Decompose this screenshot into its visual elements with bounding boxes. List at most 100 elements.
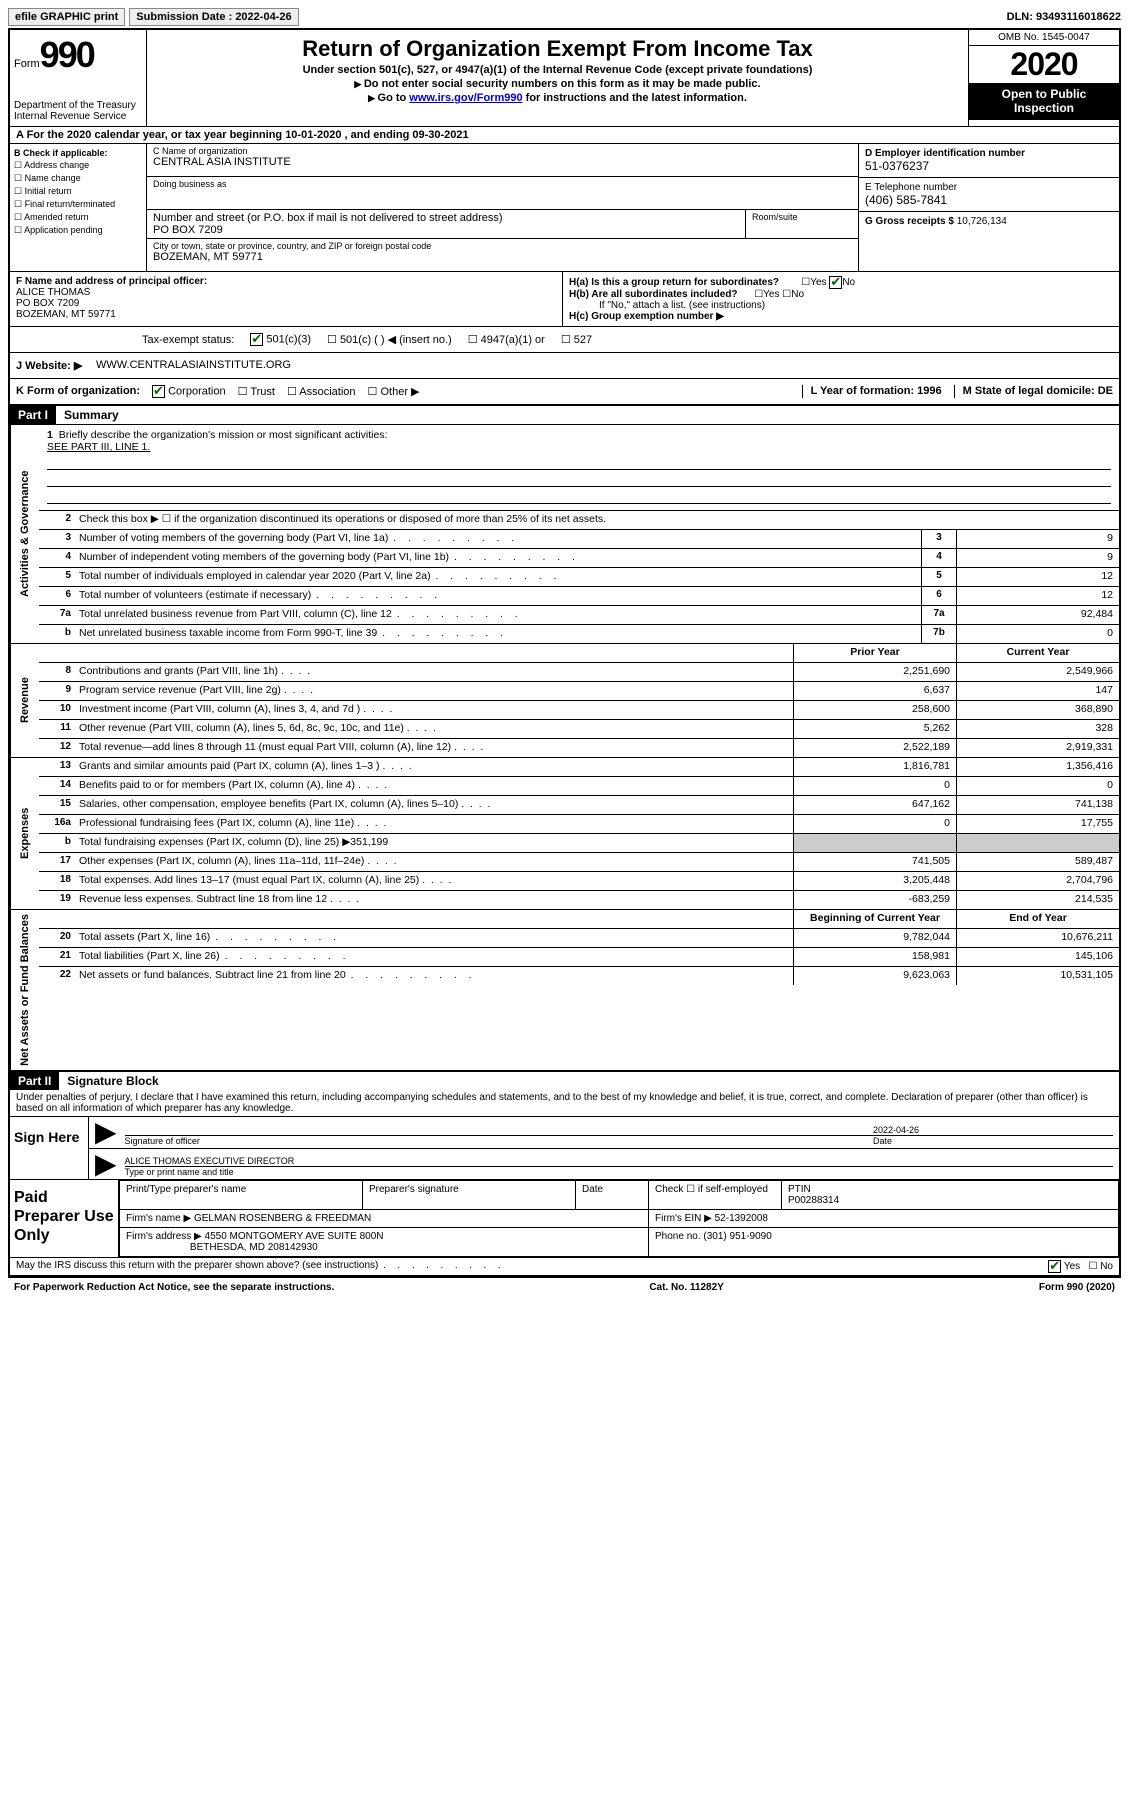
governance-line: 3Number of voting members of the governi…	[39, 530, 1119, 549]
application-pending-check[interactable]: ☐ Application pending	[14, 225, 142, 236]
firm-name-label: Firm's name ▶	[126, 1213, 191, 1224]
expense-line: 14Benefits paid to or for members (Part …	[39, 777, 1119, 796]
check-applicable-label: B Check if applicable:	[14, 148, 108, 158]
trust-label: Trust	[250, 386, 275, 398]
part2-label: Part II	[10, 1072, 59, 1090]
self-employed-check[interactable]: Check ☐ if self-employed	[649, 1180, 782, 1209]
officer-group-row: F Name and address of principal officer:…	[10, 272, 1119, 327]
revenue-line: 11Other revenue (Part VIII, column (A), …	[39, 720, 1119, 739]
tax-status-label: Tax-exempt status:	[142, 334, 234, 346]
calendar-year-row: A For the 2020 calendar year, or tax yea…	[10, 127, 1119, 144]
officer-name-label: Type or print name and title	[125, 1167, 234, 1177]
revenue-line: 12Total revenue—add lines 8 through 11 (…	[39, 739, 1119, 757]
column-c: C Name of organization CENTRAL ASIA INST…	[147, 144, 858, 271]
sig-officer-label: Signature of officer	[125, 1136, 200, 1146]
omb-number: OMB No. 1545-0047	[969, 30, 1119, 46]
website-label: J Website: ▶	[16, 359, 96, 372]
expense-line: 16aProfessional fundraising fees (Part I…	[39, 815, 1119, 834]
officer-name-value: ALICE THOMAS EXECUTIVE DIRECTOR	[125, 1156, 1113, 1167]
net-assets-line: 21Total liabilities (Part X, line 26)158…	[39, 948, 1119, 967]
other-label: Other ▶	[380, 386, 419, 398]
ha-no-check[interactable]	[829, 276, 842, 289]
name-change-check[interactable]: ☐ Name change	[14, 173, 142, 184]
assoc-label: Association	[299, 386, 355, 398]
part1-title: Summary	[56, 406, 127, 424]
officer-value: ALICE THOMAS PO BOX 7209 BOZEMAN, MT 597…	[16, 287, 556, 320]
revenue-header-row: Prior Year Current Year	[39, 644, 1119, 663]
part1-label: Part I	[10, 406, 56, 424]
governance-line: 6Total number of volunteers (estimate if…	[39, 587, 1119, 606]
efile-button[interactable]: efile GRAPHIC print	[8, 8, 125, 26]
open-to-public: Open to Public Inspection	[969, 83, 1119, 120]
form-org-row: K Form of organization: Corporation ☐ Tr…	[10, 379, 1119, 406]
name-arrow-icon: ▶	[95, 1154, 117, 1174]
city-value: BOZEMAN, MT 59771	[153, 251, 852, 263]
form990-link[interactable]: www.irs.gov/Form990	[409, 92, 522, 104]
527-label: 527	[574, 334, 592, 346]
irs-yes-check[interactable]	[1048, 1260, 1061, 1273]
form-header: Form990 Department of the Treasury Inter…	[10, 30, 1119, 127]
sign-here-label: Sign Here	[10, 1117, 89, 1179]
expenses-side-label: Expenses	[10, 758, 39, 909]
revenue-section: Revenue Prior Year Current Year 8Contrib…	[10, 644, 1119, 758]
current-year-header: Current Year	[956, 644, 1119, 662]
501c3-check[interactable]	[250, 333, 263, 346]
governance-side-label: Activities & Governance	[10, 425, 39, 643]
form-version: Form 990 (2020)	[1039, 1282, 1115, 1293]
column-b: B Check if applicable: ☐ Address change …	[10, 144, 147, 271]
governance-line: 2Check this box ▶ ☐ if the organization …	[39, 511, 1119, 530]
form-title: Return of Organization Exempt From Incom…	[155, 36, 960, 62]
address-change-check[interactable]: ☐ Address change	[14, 160, 142, 171]
firm-addr-label: Firm's address ▶	[126, 1231, 202, 1242]
na-header-row: Beginning of Current Year End of Year	[39, 910, 1119, 929]
revenue-line: 8Contributions and grants (Part VIII, li…	[39, 663, 1119, 682]
expense-line: 19Revenue less expenses. Subtract line 1…	[39, 891, 1119, 909]
expense-line: bTotal fundraising expenses (Part IX, co…	[39, 834, 1119, 853]
firm-name-value: GELMAN ROSENBERG & FREEDMAN	[194, 1213, 371, 1224]
title-box: Return of Organization Exempt From Incom…	[147, 30, 968, 126]
irs-discuss-row: May the IRS discuss this return with the…	[10, 1258, 1119, 1276]
net-assets-line: 20Total assets (Part X, line 16)9,782,04…	[39, 929, 1119, 948]
gross-receipts-value: 10,726,134	[957, 216, 1007, 227]
sign-arrow-icon: ▶	[95, 1122, 117, 1142]
paperwork-notice: For Paperwork Reduction Act Notice, see …	[14, 1282, 334, 1293]
sig-date-label: Date	[873, 1136, 892, 1146]
preparer-date-header: Date	[576, 1180, 649, 1209]
net-assets-side-label: Net Assets or Fund Balances	[10, 910, 39, 1070]
hb-label: H(b) Are all subordinates included?	[569, 289, 738, 300]
form-container: Form990 Department of the Treasury Inter…	[8, 28, 1121, 1278]
final-return-check[interactable]: ☐ Final return/terminated	[14, 199, 142, 210]
firm-ein-label: Firm's EIN ▶	[655, 1213, 712, 1224]
sign-here-row: Sign Here ▶ Signature of officer 2022-04…	[10, 1117, 1119, 1180]
initial-return-check[interactable]: ☐ Initial return	[14, 186, 142, 197]
info-grid: B Check if applicable: ☐ Address change …	[10, 144, 1119, 272]
state-domicile: M State of legal domicile: DE	[963, 385, 1113, 397]
form-org-label: K Form of organization:	[16, 385, 140, 397]
firm-addr-value: 4550 MONTGOMERY AVE SUITE 800N	[205, 1231, 384, 1242]
governance-line: 5Total number of individuals employed in…	[39, 568, 1119, 587]
paid-preparer-label: Paid Preparer Use Only	[10, 1180, 119, 1257]
corp-label: Corporation	[168, 385, 225, 397]
501c3-label: 501(c)(3)	[266, 333, 311, 345]
part2-header-row: Part II Signature Block	[10, 1072, 1119, 1090]
cat-number: Cat. No. 11282Y	[649, 1282, 723, 1293]
amended-return-check[interactable]: ☐ Amended return	[14, 212, 142, 223]
corporation-check[interactable]	[152, 385, 165, 398]
begin-year-header: Beginning of Current Year	[793, 910, 956, 928]
prior-year-header: Prior Year	[793, 644, 956, 662]
revenue-line: 10Investment income (Part VIII, column (…	[39, 701, 1119, 720]
goto-post: for instructions and the latest informat…	[523, 92, 747, 104]
firm-phone-label: Phone no.	[655, 1231, 701, 1242]
ein-label: D Employer identification number	[865, 148, 1025, 159]
sig-date-value: 2022-04-26	[873, 1125, 1113, 1136]
governance-line: 4Number of independent voting members of…	[39, 549, 1119, 568]
form-number-box: Form990 Department of the Treasury Inter…	[10, 30, 147, 126]
city-label: City or town, state or province, country…	[153, 241, 852, 251]
hb-note: If "No," attach a list. (see instruction…	[569, 300, 1113, 311]
perjury-text: Under penalties of perjury, I declare th…	[10, 1090, 1119, 1117]
expense-line: 17Other expenses (Part IX, column (A), l…	[39, 853, 1119, 872]
mission-label: Briefly describe the organization's miss…	[59, 429, 388, 441]
address-label: Number and street (or P.O. box if mail i…	[153, 212, 739, 224]
net-assets-section: Net Assets or Fund Balances Beginning of…	[10, 910, 1119, 1072]
instruction-line-1: Do not enter social security numbers on …	[155, 78, 960, 90]
